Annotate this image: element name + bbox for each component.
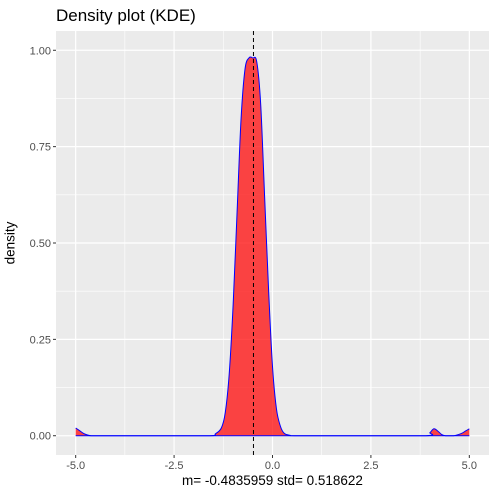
density-area: [75, 56, 470, 437]
x-tick-label: -5.0: [66, 460, 85, 472]
y-axis-label: density: [2, 221, 18, 265]
x-tick-label: 5.0: [462, 460, 477, 472]
y-tick-label: 0.25: [30, 334, 51, 346]
grid-lines: [56, 31, 489, 455]
y-tick-label: 0.50: [30, 238, 51, 250]
y-tick-label: 0.75: [30, 142, 51, 154]
chart-title: Density plot (KDE): [56, 6, 196, 25]
y-tick-label: 0.00: [30, 431, 51, 443]
axis-ticks: -5.0 -2.5 0.0 2.5 5.0 0.00 0.25 0.50 0.75 1.00: [30, 45, 477, 472]
x-tick-label: -2.5: [165, 460, 184, 472]
x-tick-label: 2.5: [363, 460, 378, 472]
x-axis-label: m= -0.4835959 std= 0.518622: [182, 473, 363, 488]
x-tick-label: 0.0: [265, 460, 280, 472]
y-tick-label: 1.00: [30, 45, 51, 57]
